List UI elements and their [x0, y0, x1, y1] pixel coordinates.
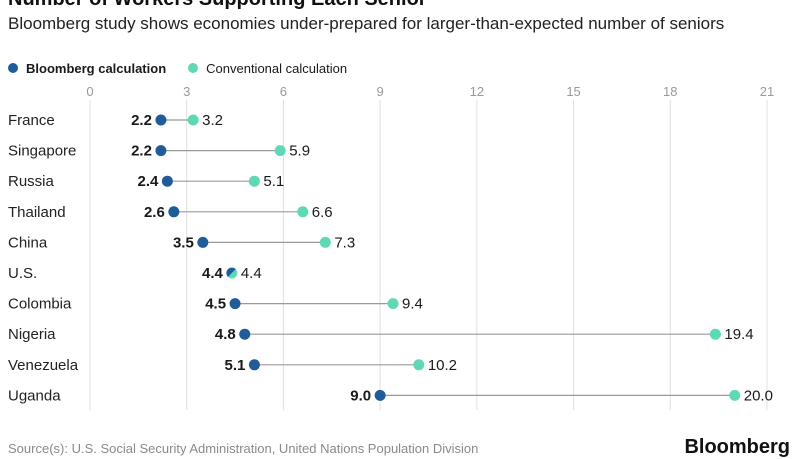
- legend-label-bloomberg: Bloomberg calculation: [26, 60, 167, 76]
- bloomberg-value-label: 4.4: [202, 265, 224, 282]
- bloomberg-value-label: 3.5: [173, 234, 194, 251]
- conventional-value-label: 7.3: [334, 234, 355, 251]
- x-tick-label: 0: [86, 84, 93, 99]
- bloomberg-value-label: 2.4: [138, 173, 160, 190]
- category-label: Nigeria: [8, 326, 56, 343]
- bloomberg-value-label: 2.2: [131, 143, 152, 160]
- legend-item-bloomberg: Bloomberg calculation: [8, 61, 166, 76]
- x-tick-label: 9: [377, 84, 384, 99]
- legend-item-conventional: Conventional calculation: [188, 61, 347, 76]
- x-tick-label: 21: [760, 84, 774, 99]
- conventional-value-label: 3.2: [202, 112, 223, 129]
- category-label: France: [8, 112, 55, 129]
- bloomberg-point: [155, 114, 167, 126]
- x-tick-label: 12: [470, 84, 484, 99]
- conventional-point: [248, 175, 260, 187]
- conventional-value-label: 20.0: [744, 387, 773, 404]
- category-label: Singapore: [8, 143, 76, 160]
- category-label: China: [8, 234, 48, 251]
- x-tick-label: 3: [183, 84, 190, 99]
- conventional-value-label: 9.4: [402, 296, 423, 313]
- conventional-point: [729, 389, 741, 401]
- bloomberg-value-label: 4.8: [215, 326, 236, 343]
- bloomberg-point: [248, 359, 260, 371]
- conventional-point: [187, 114, 199, 126]
- conventional-point: [274, 145, 286, 157]
- bloomberg-value-label: 4.5: [205, 296, 226, 313]
- category-label: Venezuela: [8, 357, 79, 374]
- chart-title: Number of Workers Supporting Each Senior: [8, 0, 427, 11]
- conventional-value-label: 6.6: [312, 204, 333, 221]
- conventional-value-label: 10.2: [428, 357, 457, 374]
- category-label: Uganda: [8, 387, 61, 404]
- conventional-point: [413, 359, 425, 371]
- conventional-value-label: 5.9: [289, 143, 310, 160]
- bloomberg-point: [155, 145, 167, 157]
- legend-dot-bloomberg: [8, 63, 18, 73]
- bloomberg-value-label: 5.1: [225, 357, 246, 374]
- legend-label-conventional: Conventional calculation: [206, 60, 348, 76]
- bloomberg-value-label: 9.0: [350, 387, 371, 404]
- legend-dot-conventional: [188, 63, 199, 73]
- bloomberg-point: [168, 206, 180, 218]
- chart-subtitle: Bloomberg study shows economies under-pr…: [8, 14, 725, 33]
- bloomberg-point: [226, 267, 236, 277]
- category-label: U.S.: [8, 265, 37, 282]
- conventional-point: [297, 206, 309, 218]
- conventional-value-label: 5.1: [263, 173, 284, 190]
- bloomberg-value-label: 2.2: [131, 112, 152, 129]
- conventional-point: [709, 328, 721, 340]
- x-tick-label: 15: [566, 84, 580, 99]
- conventional-value-label: 19.4: [724, 326, 753, 343]
- bloomberg-point: [374, 389, 386, 401]
- bloomberg-point: [229, 298, 241, 310]
- bloomberg-logo: Bloomberg: [684, 436, 790, 458]
- category-label: Colombia: [8, 296, 72, 313]
- conventional-point: [387, 298, 399, 310]
- bloomberg-point: [197, 236, 209, 248]
- source-note: Source(s): U.S. Social Security Administ…: [8, 441, 479, 456]
- bloomberg-point: [239, 328, 251, 340]
- x-tick-label: 18: [663, 84, 677, 99]
- x-tick-label: 6: [280, 84, 287, 99]
- bloomberg-value-label: 2.6: [144, 204, 165, 221]
- category-label: Russia: [8, 173, 55, 190]
- category-label: Thailand: [8, 204, 66, 221]
- conventional-value-label: 4.4: [241, 265, 262, 282]
- legend: Bloomberg calculation Conventional calcu…: [8, 58, 369, 78]
- conventional-point: [319, 236, 331, 248]
- bloomberg-point: [161, 175, 173, 187]
